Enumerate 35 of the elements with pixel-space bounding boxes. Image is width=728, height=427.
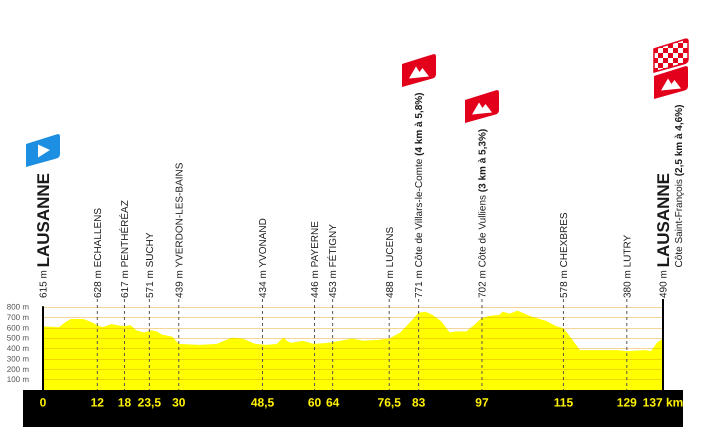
y-tick-label: 600 m (6, 323, 30, 332)
x-tick-label: 64 (326, 396, 340, 410)
x-tick-label: 83 (412, 396, 426, 410)
ref-line-label: 617 m PENTHÉRÉAZ (119, 200, 132, 298)
y-tick-label: 500 m (6, 334, 30, 343)
ref-line-label: 434 m YVONAND (258, 218, 270, 298)
x-tick-label: 60 (308, 396, 322, 410)
text: 615 m LAUSANNE (34, 172, 54, 298)
x-tick-label: 129 (616, 396, 638, 410)
ref-line-label: 571 m SUCHY (144, 232, 156, 298)
ref-line-label: 380 m LUTRY (622, 234, 634, 298)
x-tick-label: 48,5 (250, 396, 274, 410)
ref-line-label: 771 m Côte de Villars-le-Comte (4 km à 5,8%) (414, 92, 426, 298)
x-tick-label: 76,5 (378, 396, 402, 410)
x-tick-label: 30 (172, 396, 186, 410)
ref-line-label: 446 m PAYERNE (310, 220, 322, 298)
ref-line-label: 702 m Côte de Vulliens (3 km à 5,3%) (478, 128, 489, 298)
ref-line-label: 578 m CHEXBRES (559, 212, 570, 298)
x-tick-label: 137 km (642, 396, 684, 410)
x-tick-label: 97 (475, 396, 489, 410)
y-tick-label: 400 m (6, 344, 30, 353)
ref-line-label: 488 m LUCENS (384, 226, 396, 298)
y-tick-label: 100 m (6, 375, 30, 384)
ref-line-label: 453 m FÉTIGNY (327, 224, 340, 298)
x-tick-label: 23,5 (138, 396, 162, 410)
y-tick-label: 800 m (6, 302, 30, 312)
x-tick-label: 0 (40, 396, 47, 410)
x-tick-label: 12 (90, 396, 104, 410)
x-tick-label: 18 (118, 396, 132, 410)
y-tick-label: 700 m (6, 312, 30, 322)
y-tick-label: 300 m (6, 354, 30, 364)
y-tick-label: 200 m (6, 364, 30, 374)
ref-line-label: 439 m YVERDON-LES-BAINS (174, 162, 186, 298)
ref-line-label: 628 m ECHALLENS (92, 208, 104, 298)
x-tick-label: 115 (554, 396, 574, 410)
